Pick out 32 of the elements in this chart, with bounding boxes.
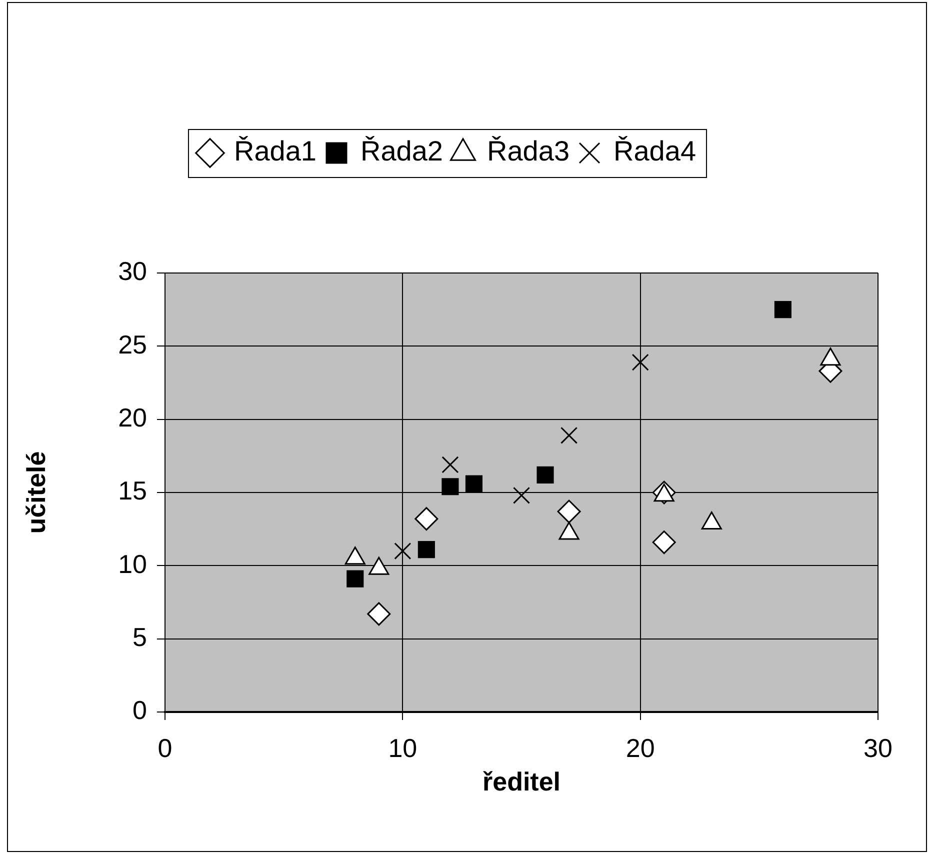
- point: [418, 541, 435, 558]
- y-tick-label: 10: [118, 548, 147, 579]
- point: [774, 301, 792, 318]
- legend-label: Řada4: [614, 136, 696, 167]
- point: [536, 466, 554, 484]
- x-axis-title: ředitel: [482, 766, 561, 797]
- point: [394, 542, 412, 560]
- point: [367, 602, 391, 626]
- point: [346, 570, 364, 588]
- y-tick-label: 20: [118, 402, 147, 433]
- x-tick-label: 30: [864, 732, 892, 763]
- x-tick-label: 0: [158, 732, 172, 763]
- point: [442, 456, 459, 474]
- y-tick-label: 30: [118, 256, 147, 286]
- y-tick-label: 15: [118, 476, 147, 506]
- legend-label: Řada3: [487, 136, 570, 167]
- legend-label: Řada1: [234, 136, 316, 167]
- point: [465, 475, 482, 492]
- legend-label: Řada2: [360, 136, 444, 167]
- point: [652, 530, 676, 554]
- point: [632, 354, 649, 371]
- point: [414, 507, 438, 531]
- point: [512, 486, 530, 504]
- point: [560, 426, 578, 444]
- y-tick-label: 5: [132, 622, 147, 652]
- point: [557, 500, 581, 524]
- x-tick-label: 10: [388, 732, 418, 763]
- y-tick-label: 0: [132, 695, 147, 726]
- y-axis-title: učitelé: [20, 451, 51, 534]
- point: [442, 478, 459, 496]
- y-tick-label: 25: [118, 329, 147, 360]
- x-tick-label: 20: [626, 732, 655, 763]
